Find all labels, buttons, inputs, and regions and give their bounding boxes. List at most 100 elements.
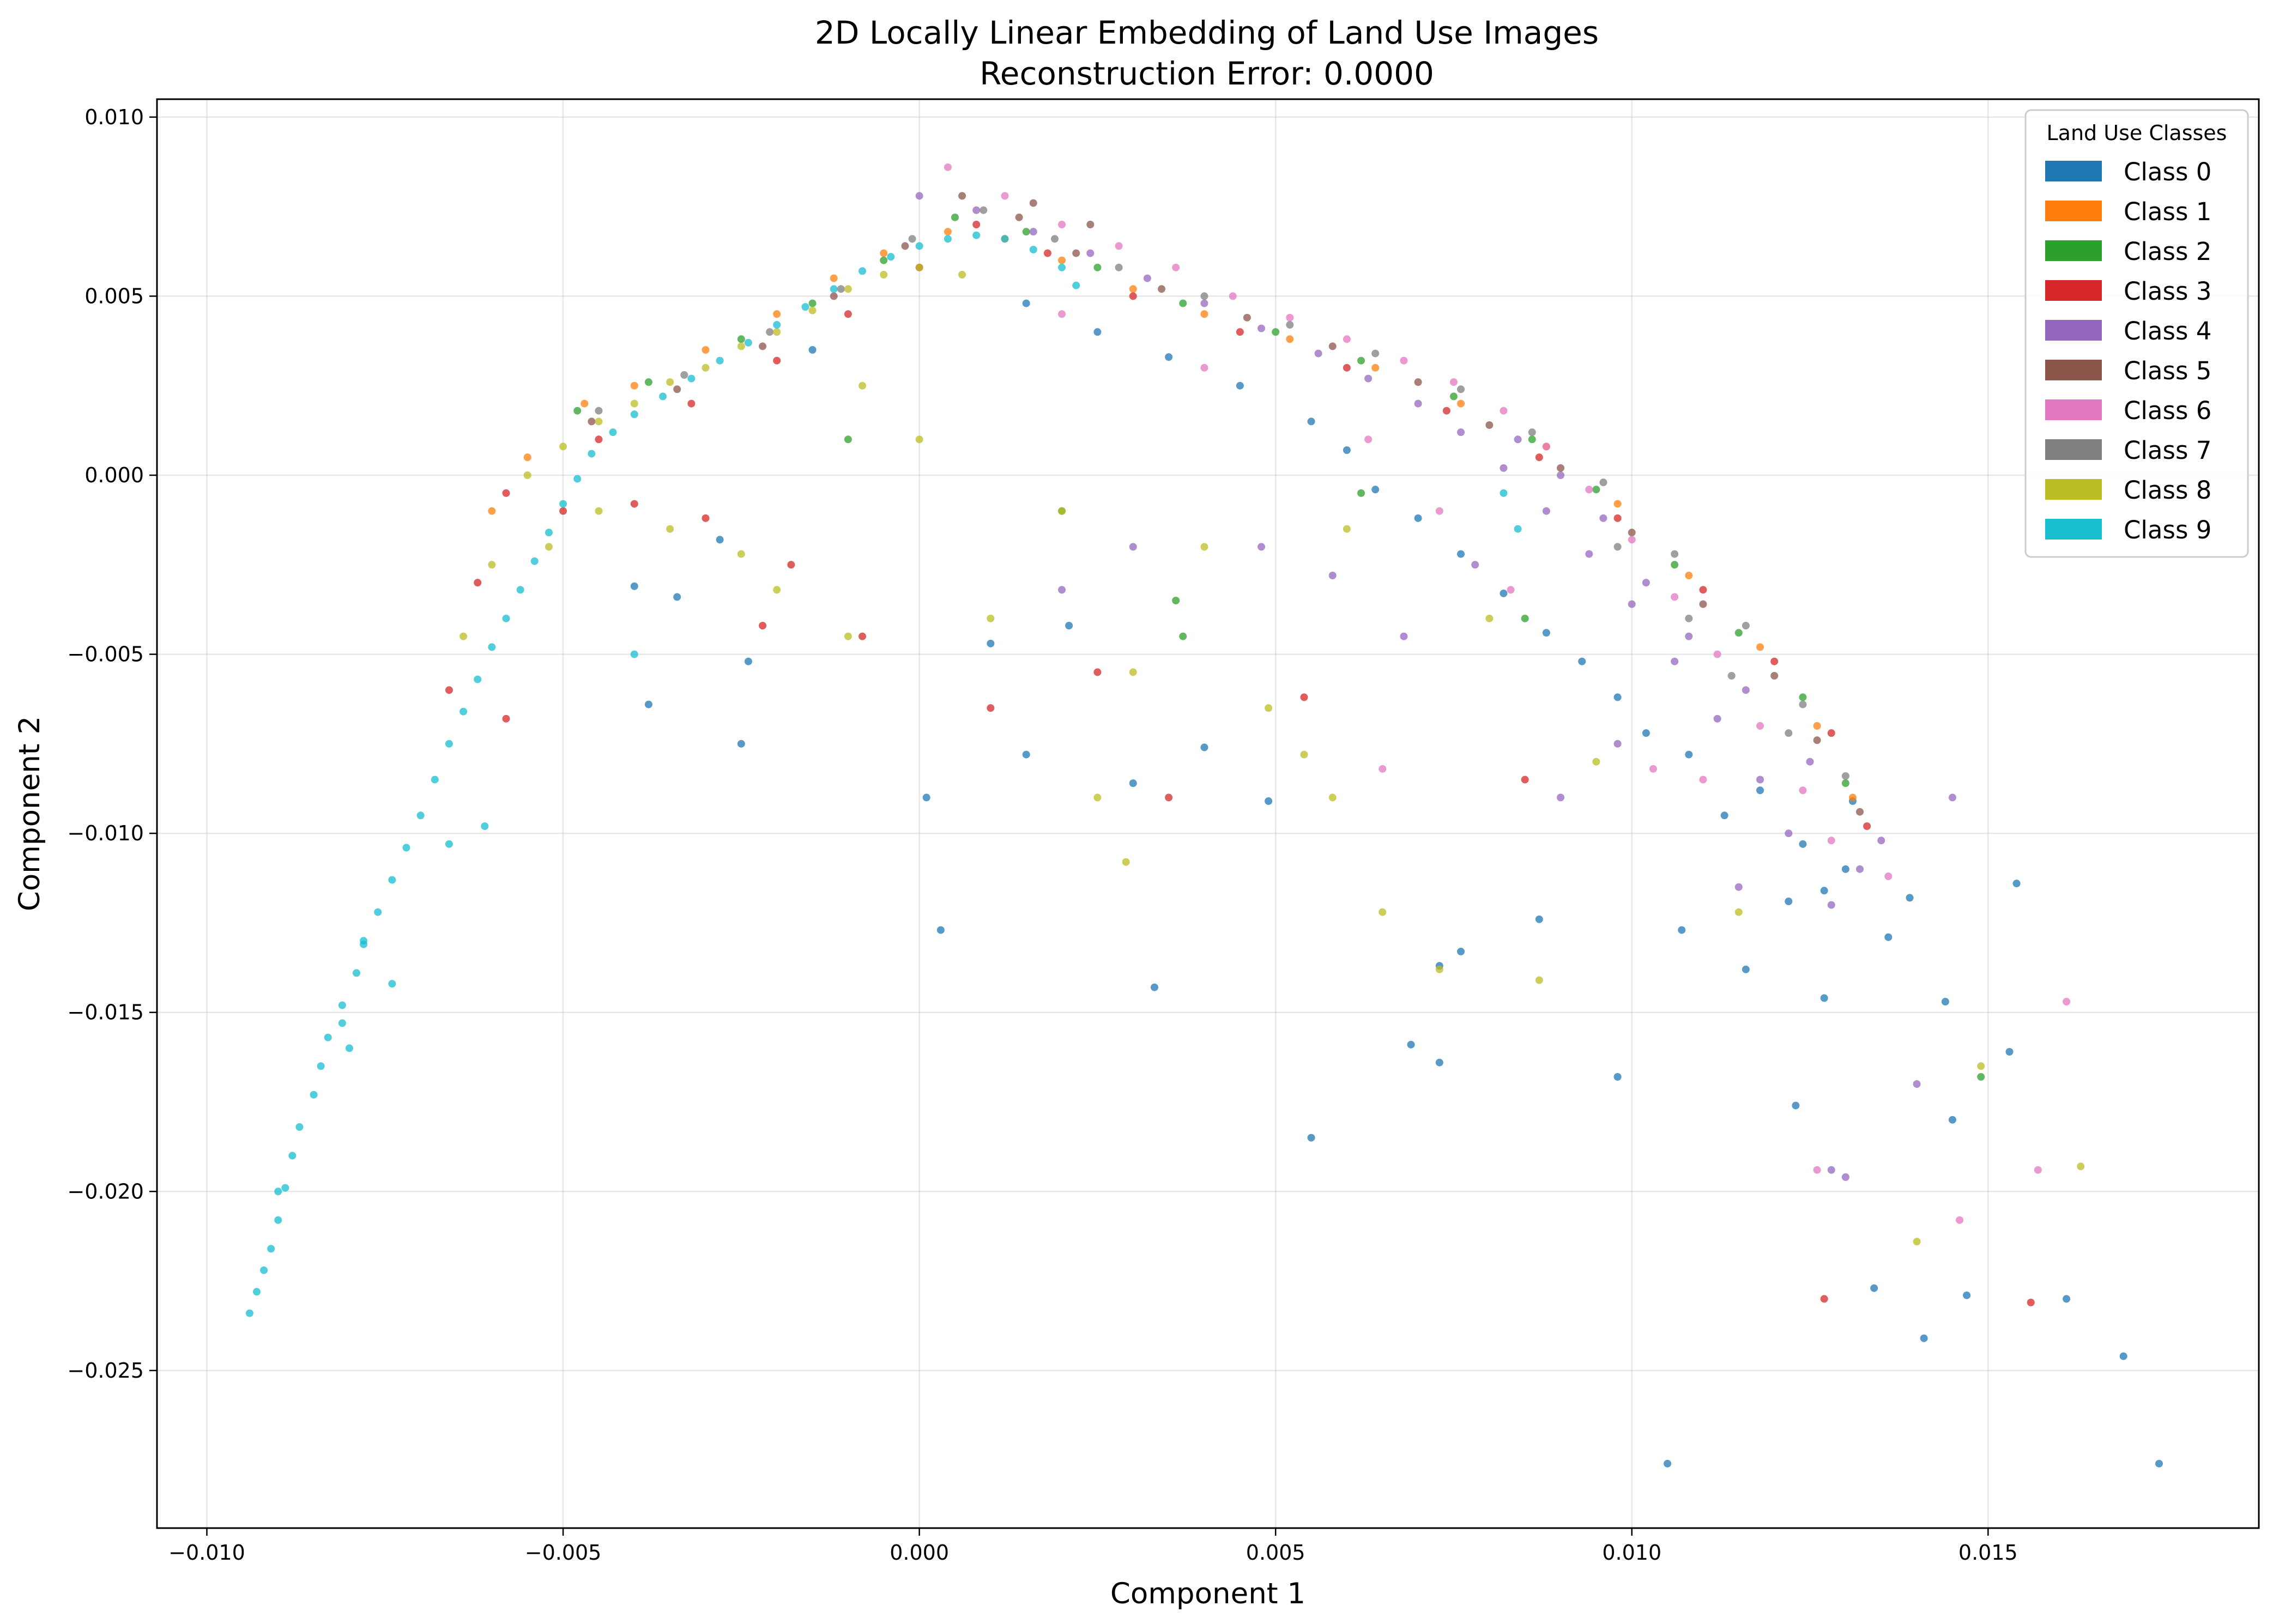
- scatter-point: [659, 392, 667, 401]
- scatter-point: [559, 507, 567, 515]
- scatter-point: [737, 740, 745, 748]
- scatter-point: [1286, 335, 1294, 343]
- series-0: [630, 299, 2163, 1468]
- series-3: [445, 221, 2035, 1306]
- scatter-point: [474, 579, 482, 587]
- scatter-point: [1756, 643, 1764, 651]
- scatter-point: [1671, 561, 1679, 569]
- scatter-point: [737, 335, 745, 343]
- scatter-point: [972, 221, 981, 228]
- scatter-point: [837, 285, 845, 293]
- scatter-point: [1179, 299, 1187, 307]
- scatter-point: [1357, 489, 1365, 497]
- scatter-point: [1827, 837, 1835, 845]
- scatter-point: [388, 980, 396, 988]
- scatter-point: [801, 303, 809, 311]
- legend-items: Class 0 Class 1 Class 2 Class 3 Class 4 Class…: [2045, 157, 2211, 544]
- scatter-point: [1300, 750, 1308, 759]
- scatter-point: [972, 206, 981, 214]
- scatter-point: [1435, 507, 1443, 515]
- scatter-point: [1856, 865, 1864, 873]
- scatter-point: [1343, 446, 1351, 454]
- scatter-point: [1642, 579, 1650, 587]
- legend-swatch: [2045, 240, 2102, 261]
- legend-label: Class 0: [2124, 157, 2211, 186]
- legend-label: Class 1: [2124, 197, 2211, 226]
- scatter-point: [630, 381, 638, 390]
- scatter-point: [1578, 657, 1586, 665]
- scatter-point: [1592, 486, 1600, 494]
- scatter-point: [915, 435, 923, 444]
- scatter-point: [1328, 342, 1337, 350]
- scatter-point: [1129, 779, 1137, 787]
- y-tick-label: −0.010: [67, 821, 144, 845]
- legend-swatch: [2045, 280, 2102, 301]
- scatter-point: [388, 876, 396, 884]
- scatter-point: [1158, 285, 1166, 293]
- scatter-point: [1613, 500, 1622, 508]
- scatter-point: [1699, 600, 1707, 608]
- scatter-point: [1379, 908, 1387, 916]
- x-axis-label: Component 1: [1110, 1577, 1305, 1610]
- scatter-point: [559, 443, 567, 451]
- scatter-point: [488, 507, 496, 515]
- scatter-point: [1371, 349, 1380, 357]
- scatter-point: [673, 593, 681, 601]
- scatter-point: [1150, 983, 1158, 991]
- legend-swatch: [2045, 161, 2102, 181]
- scatter-point: [859, 267, 867, 275]
- scatter-point: [1414, 514, 1422, 522]
- scatter-point: [716, 356, 724, 365]
- scatter-point: [474, 675, 482, 683]
- scatter-point: [1022, 299, 1030, 307]
- scatter-point: [324, 1033, 332, 1041]
- scatter-point: [1058, 586, 1066, 594]
- scatter-point: [460, 632, 468, 640]
- scatter-point: [317, 1062, 325, 1070]
- scatter-point: [1628, 600, 1636, 608]
- scatter-point: [880, 249, 888, 257]
- scatter-point: [1236, 381, 1244, 390]
- scatter-point: [1685, 750, 1693, 759]
- scatter-point: [1200, 743, 1208, 752]
- legend-swatch: [2045, 439, 2102, 460]
- scatter-point: [808, 346, 817, 354]
- scatter-point: [1542, 507, 1550, 515]
- scatter-point: [773, 328, 781, 336]
- scatter-point: [1528, 435, 1536, 444]
- scatter-point: [1357, 356, 1365, 365]
- scatter-point: [260, 1266, 268, 1274]
- scatter-point: [488, 643, 496, 651]
- scatter-point: [2034, 1166, 2042, 1174]
- scatter-point: [844, 632, 852, 640]
- legend-swatch: [2045, 479, 2102, 500]
- scatter-point: [1500, 589, 1508, 597]
- scatter-point: [1449, 378, 1458, 386]
- scatter-point: [1557, 464, 1565, 472]
- scatter-point: [502, 489, 510, 497]
- scatter-point: [1977, 1062, 1985, 1070]
- scatter-point: [915, 192, 923, 200]
- scatter-point: [245, 1309, 253, 1317]
- scatter-point: [1328, 572, 1337, 579]
- scatter-point: [844, 435, 852, 444]
- scatter-point: [880, 256, 888, 264]
- scatter-point: [1948, 1116, 1956, 1124]
- scatter-point: [502, 714, 510, 723]
- x-tick-label: −0.005: [525, 1541, 602, 1565]
- legend-label: Class 2: [2124, 237, 2211, 266]
- scatter-point: [759, 342, 767, 350]
- scatter-point: [559, 500, 567, 508]
- scatter-point: [1799, 700, 1807, 708]
- scatter-point: [1022, 228, 1030, 236]
- scatter-point: [1535, 915, 1543, 923]
- scatter-point: [1734, 908, 1743, 916]
- legend-label: Class 6: [2124, 396, 2211, 425]
- scatter-point: [1813, 722, 1821, 730]
- scatter-point: [1884, 872, 1893, 880]
- scatter-point: [1535, 976, 1543, 984]
- scatter-point: [908, 235, 916, 243]
- scatter-point: [1050, 235, 1059, 243]
- scatter-point: [1685, 572, 1693, 579]
